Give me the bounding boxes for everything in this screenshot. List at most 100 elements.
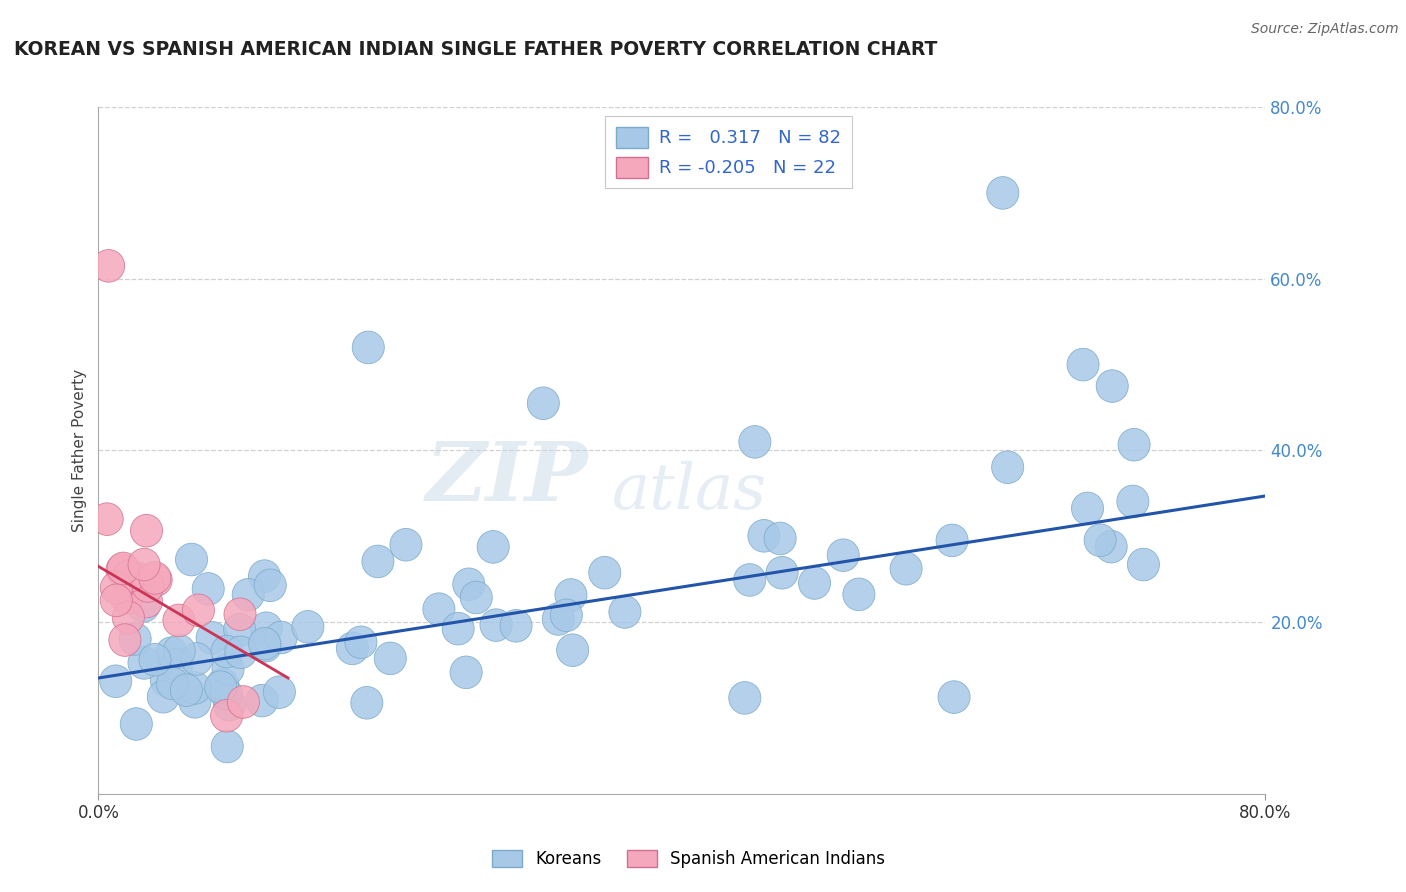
- Ellipse shape: [246, 684, 278, 717]
- Ellipse shape: [389, 528, 422, 561]
- Ellipse shape: [336, 632, 368, 665]
- Ellipse shape: [450, 656, 482, 689]
- Text: ZIP: ZIP: [426, 438, 589, 518]
- Ellipse shape: [204, 671, 236, 704]
- Ellipse shape: [292, 610, 323, 643]
- Ellipse shape: [263, 676, 295, 708]
- Ellipse shape: [163, 634, 195, 667]
- Ellipse shape: [250, 630, 281, 662]
- Ellipse shape: [225, 636, 257, 669]
- Ellipse shape: [1097, 370, 1128, 402]
- Ellipse shape: [374, 642, 406, 674]
- Ellipse shape: [150, 664, 183, 697]
- Ellipse shape: [148, 681, 180, 713]
- Ellipse shape: [550, 599, 582, 632]
- Ellipse shape: [799, 566, 831, 599]
- Ellipse shape: [1084, 524, 1116, 557]
- Ellipse shape: [128, 549, 160, 581]
- Ellipse shape: [107, 552, 139, 585]
- Ellipse shape: [938, 681, 970, 714]
- Ellipse shape: [1116, 485, 1149, 517]
- Ellipse shape: [122, 562, 155, 595]
- Ellipse shape: [460, 582, 492, 614]
- Ellipse shape: [748, 519, 780, 552]
- Ellipse shape: [936, 524, 969, 557]
- Ellipse shape: [163, 604, 195, 637]
- Ellipse shape: [1095, 531, 1128, 563]
- Ellipse shape: [527, 387, 560, 419]
- Ellipse shape: [266, 621, 297, 654]
- Ellipse shape: [353, 331, 384, 364]
- Ellipse shape: [1118, 428, 1150, 461]
- Ellipse shape: [139, 643, 172, 676]
- Ellipse shape: [105, 554, 138, 586]
- Ellipse shape: [350, 687, 382, 719]
- Ellipse shape: [734, 564, 766, 596]
- Ellipse shape: [179, 685, 211, 718]
- Ellipse shape: [890, 552, 922, 585]
- Ellipse shape: [555, 579, 586, 611]
- Ellipse shape: [114, 559, 145, 592]
- Ellipse shape: [207, 668, 239, 701]
- Ellipse shape: [139, 562, 172, 594]
- Ellipse shape: [453, 568, 485, 600]
- Text: KOREAN VS SPANISH AMERICAN INDIAN SINGLE FATHER POVERTY CORRELATION CHART: KOREAN VS SPANISH AMERICAN INDIAN SINGLE…: [14, 40, 938, 59]
- Ellipse shape: [827, 539, 859, 572]
- Text: atlas: atlas: [612, 461, 766, 523]
- Ellipse shape: [170, 673, 202, 706]
- Ellipse shape: [212, 653, 245, 685]
- Ellipse shape: [160, 648, 193, 681]
- Ellipse shape: [91, 503, 124, 535]
- Ellipse shape: [477, 531, 509, 563]
- Text: Source: ZipAtlas.com: Source: ZipAtlas.com: [1251, 22, 1399, 37]
- Ellipse shape: [249, 627, 281, 660]
- Ellipse shape: [250, 612, 283, 645]
- Ellipse shape: [1071, 492, 1104, 524]
- Ellipse shape: [501, 609, 531, 642]
- Ellipse shape: [211, 677, 242, 710]
- Ellipse shape: [224, 614, 256, 646]
- Ellipse shape: [361, 545, 394, 578]
- Ellipse shape: [441, 612, 474, 645]
- Ellipse shape: [128, 590, 160, 623]
- Ellipse shape: [766, 557, 799, 589]
- Ellipse shape: [176, 543, 208, 576]
- Ellipse shape: [131, 585, 163, 618]
- Ellipse shape: [211, 635, 243, 668]
- Ellipse shape: [214, 689, 246, 721]
- Ellipse shape: [254, 569, 287, 601]
- Ellipse shape: [100, 572, 132, 604]
- Ellipse shape: [108, 624, 141, 657]
- Ellipse shape: [131, 515, 163, 547]
- Ellipse shape: [423, 593, 456, 625]
- Ellipse shape: [543, 603, 575, 635]
- Ellipse shape: [991, 451, 1024, 483]
- Ellipse shape: [479, 609, 512, 641]
- Ellipse shape: [249, 560, 281, 592]
- Ellipse shape: [195, 622, 228, 654]
- Ellipse shape: [180, 642, 212, 675]
- Legend: R =   0.317   N = 82, R = -0.205   N = 22: R = 0.317 N = 82, R = -0.205 N = 22: [605, 116, 852, 188]
- Ellipse shape: [228, 686, 260, 718]
- Ellipse shape: [132, 570, 165, 602]
- Ellipse shape: [111, 582, 143, 615]
- Ellipse shape: [156, 667, 188, 699]
- Ellipse shape: [842, 578, 875, 611]
- Ellipse shape: [211, 731, 243, 763]
- Ellipse shape: [193, 573, 225, 605]
- Ellipse shape: [232, 578, 264, 611]
- Ellipse shape: [179, 672, 211, 705]
- Ellipse shape: [211, 699, 243, 732]
- Ellipse shape: [738, 425, 770, 458]
- Ellipse shape: [93, 250, 125, 282]
- Y-axis label: Single Father Poverty: Single Father Poverty: [72, 369, 87, 532]
- Ellipse shape: [557, 634, 589, 666]
- Ellipse shape: [344, 626, 377, 658]
- Ellipse shape: [141, 564, 172, 596]
- Ellipse shape: [112, 601, 145, 633]
- Ellipse shape: [156, 637, 187, 670]
- Ellipse shape: [183, 594, 215, 626]
- Ellipse shape: [100, 665, 132, 698]
- Ellipse shape: [120, 623, 152, 656]
- Ellipse shape: [100, 584, 132, 616]
